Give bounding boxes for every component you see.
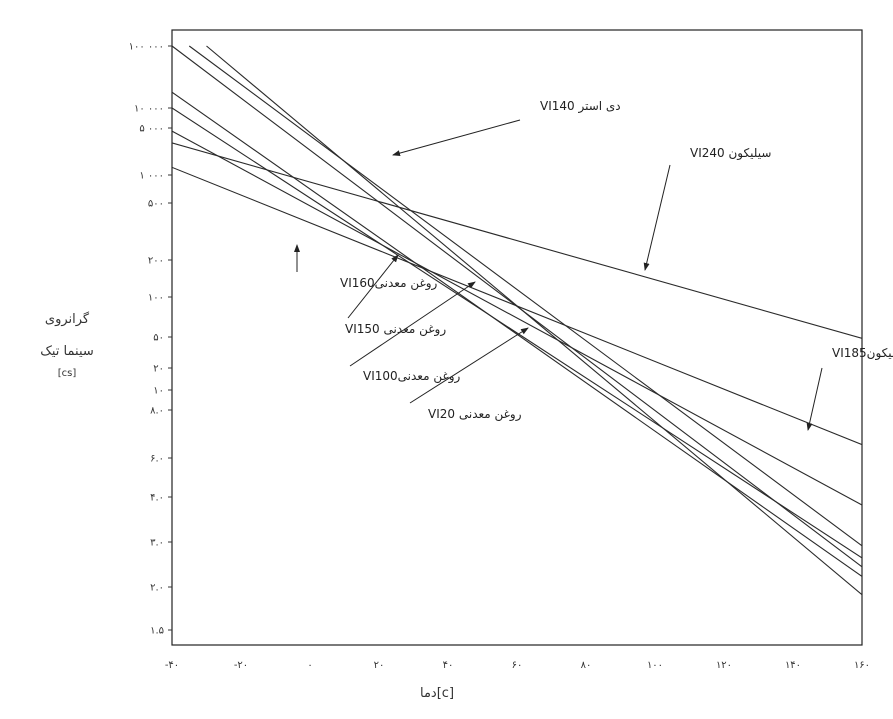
y-tick-label: ۵ ۰۰۰ [139,124,164,135]
annotation-arrow [347,254,399,319]
y-tick-label: ۲۰۰ [148,256,164,267]
annotation-label: سیلیکونVI185 [832,346,893,361]
y-axis-ticks: ۱۰۰ ۰۰۰ ۱۰ ۰۰۰ ۵ ۰۰۰ ۱ ۰۰۰ ۵۰۰ ۲۰۰ ۱۰۰ ۵۰ ۲۰ ۱۰ ۸.… [129,42,172,637]
y-tick-label: ۱۰ ۰۰۰ [134,104,164,115]
x-tick-label: -۴۰ [165,660,179,671]
annotation-label: روغن معدنیVI100 [363,369,461,384]
series-lines [172,45,862,596]
x-tick-label: ۶۰ [512,660,523,671]
series-line-8 [206,45,862,596]
annotation-arrow [409,327,529,404]
y-tick-label: ۱ ۰۰۰ [139,171,164,182]
series-line-2 [172,142,862,339]
annotation-arrow [806,367,823,431]
y-tick-label: ۸.۰ [150,406,164,417]
y-tick-label: ۱.۵ [150,626,164,637]
annotation-arrow [643,164,671,271]
annotation-arrow [392,119,521,157]
plot-area-frame [171,29,863,646]
annotation-label: دی استر VI140 [540,99,621,114]
series-line-4 [172,130,862,506]
y-tick-label: ۱۰ [153,386,164,397]
x-tick-label: ۱۰۰ [647,660,663,671]
y-tick-label: ۲.۰ [150,583,164,594]
series-line-7 [172,91,862,577]
y-axis-unit: [cs] [57,368,77,379]
y-tick-label: ۲۰ [153,364,164,375]
x-tick-label: ۸۰ [581,660,592,671]
x-axis-title: دما[c] [420,686,455,701]
y-axis-title-line1: گرانروی [44,312,90,327]
x-tick-label: ۱۶۰ [854,660,870,671]
annotation-label: روغن معدنی VI20 [428,407,522,422]
series-line-5 [172,107,862,559]
annotation-label: روغن معدنی VI150 [345,322,446,337]
y-tick-label: ۴.۰ [150,493,164,504]
x-tick-label: ۲۰ [374,660,385,671]
x-tick-label: ۰ [307,660,312,671]
x-tick-label: -۲۰ [234,660,248,671]
y-tick-label: ۵۰۰ [148,199,164,210]
y-tick-label: ۳.۰ [150,538,164,549]
y-tick-label: ۵۰ [153,333,164,344]
y-tick-label: ۶.۰ [150,454,164,465]
x-tick-label: ۴۰ [443,660,454,671]
annotation-label: سیلیکون VI240 [690,146,771,161]
annotation-arrow [349,281,476,367]
y-axis-title-line2: سینما تیک [40,344,94,359]
annotations: دی استر VI140 سیلیکون VI240 سیلیکونVI185 رو… [294,99,893,431]
annotation-label: روغن معدنیVI160 [340,276,438,291]
x-axis-ticks: -۴۰ -۲۰ ۰ ۲۰ ۴۰ ۶۰ ۸۰ ۱۰۰ ۱۲۰ ۱۴۰ ۱۶۰ [165,660,870,671]
y-tick-label: ۱۰۰ ۰۰۰ [129,42,164,53]
series-line-1 [188,45,862,547]
x-tick-label: ۱۴۰ [785,660,801,671]
y-tick-label: ۱۰۰ [148,293,164,304]
x-tick-label: ۱۲۰ [716,660,732,671]
